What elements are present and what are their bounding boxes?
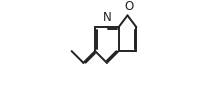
Text: O: O	[124, 0, 134, 13]
Text: N: N	[103, 11, 111, 24]
